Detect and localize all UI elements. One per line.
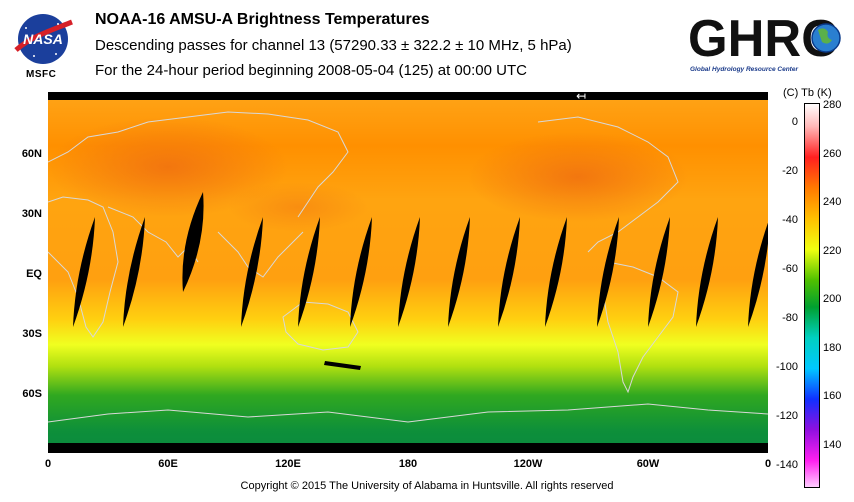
colorbar-celsius-tick: -140 [775, 459, 798, 471]
orbit-gap [498, 217, 520, 327]
colorbar-kelvin-tick: 220 [823, 244, 842, 257]
orbit-gap [696, 217, 718, 327]
colorbar-kelvin-tick: 160 [823, 390, 842, 402]
colorbar-celsius-tick: -120 [775, 410, 798, 422]
orbit-gap [748, 217, 770, 327]
ghrc-caption: Global Hydrology Resource Center [690, 66, 798, 73]
colorbar-celsius-tick: 0 [791, 116, 798, 128]
colorbar-celsius-tick: -20 [782, 165, 798, 177]
colorbar-celsius-tick: -60 [782, 263, 798, 275]
coastline-segment [47, 196, 119, 338]
nasa-wordmark: NASA [23, 31, 63, 47]
direction-marker: ↤ [576, 92, 586, 103]
orbit-gap-fragment [324, 361, 361, 370]
lat-label-eq: EQ [26, 268, 42, 280]
orbit-gap [298, 217, 320, 327]
lat-label-30s: 30S [22, 328, 42, 340]
lon-label-0: 0 [44, 458, 52, 470]
missing-band-top [48, 92, 768, 100]
copyright: Copyright © 2015 The University of Alaba… [240, 480, 614, 492]
coastlines [47, 111, 769, 423]
colorbar [804, 103, 820, 488]
warm-region-pacific [468, 132, 688, 222]
colorbar-celsius-tick: -40 [782, 214, 798, 226]
orbit-gap [398, 217, 420, 327]
colorbar-gradient [804, 103, 820, 488]
lat-label-30n: 30N [21, 208, 42, 220]
colorbar-celsius-tick: -80 [782, 312, 798, 324]
colorbar-celsius-tick: -100 [775, 361, 798, 373]
lon-label-60e: 60E [158, 458, 178, 470]
lon-label-120e: 120E [275, 458, 301, 470]
colorbar-kelvin-tick: 140 [823, 438, 842, 451]
lon-label-120w: 120W [513, 458, 543, 470]
orbit-gap [350, 217, 372, 327]
orbit-gap [182, 192, 204, 292]
warm-region-eurasia [48, 117, 288, 217]
colorbar-units-label: (C) Tb (K) [783, 87, 832, 99]
lon-label-180: 180 [398, 458, 418, 470]
colorbar-kelvin-tick: 260 [823, 147, 842, 160]
map-canvas: ↤ [47, 89, 770, 453]
lat-label-60s: 60S [22, 388, 42, 400]
warm-region-asia [228, 182, 368, 232]
ghrc-logo: GHRC [688, 8, 848, 70]
colorbar-kelvin-tick: 180 [823, 341, 842, 354]
colorbar-kelvin-tick: 200 [823, 293, 842, 305]
colorbar-kelvin-tick: 280 [823, 99, 842, 111]
coastline-segment [537, 116, 679, 253]
orbit-gap [648, 217, 670, 327]
orbit-gap [448, 217, 470, 327]
orbit-gap [241, 217, 263, 327]
nasa-meatball-icon: NASA [14, 14, 73, 64]
orbit-gaps [73, 192, 770, 370]
subtitle: Descending passes for channel 13 (57290.… [95, 37, 572, 54]
orbit-gap [545, 217, 567, 327]
nasa-caption: MSFC [26, 69, 57, 80]
lon-label-0-east: 0 [764, 458, 772, 470]
coastline-segment [282, 301, 359, 351]
orbit-gap [597, 217, 619, 327]
missing-band-bottom [48, 443, 768, 453]
period-line: For the 24-hour period beginning 2008-05… [95, 62, 527, 79]
lat-label-60n: 60N [21, 148, 42, 160]
coastline-segment [47, 403, 769, 423]
coastline-segment [217, 231, 304, 278]
nasa-logo: NASA [12, 10, 74, 68]
brightness-temperature-map: ↤ [47, 89, 770, 453]
lon-label-60w: 60W [636, 458, 660, 470]
orbit-gap [123, 217, 145, 327]
coastline-segment [47, 111, 349, 218]
page-title: NOAA-16 AMSU-A Brightness Temperatures [95, 11, 430, 28]
orbit-gap [73, 217, 95, 327]
colorbar-kelvin-tick: 240 [823, 196, 842, 208]
